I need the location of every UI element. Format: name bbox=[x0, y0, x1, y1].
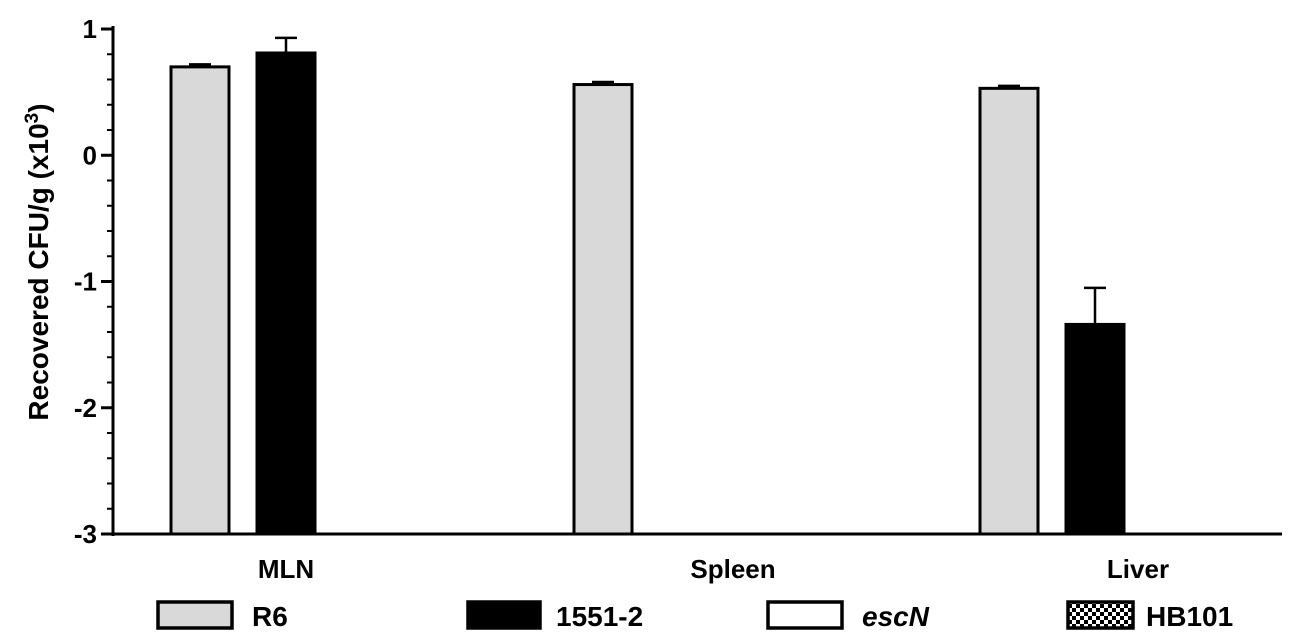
y-tick-label: -1 bbox=[74, 267, 97, 297]
x-tick-label: Spleen bbox=[690, 554, 775, 584]
legend: R6 1551-2 escN HB101 bbox=[156, 600, 1233, 632]
y-tick-label: 0 bbox=[83, 140, 97, 170]
y-axis-label-close: ) bbox=[23, 103, 54, 112]
y-axis-label-exponent: 3 bbox=[22, 113, 43, 124]
legend-swatch-R6 bbox=[156, 600, 234, 630]
y-tick-label: -3 bbox=[74, 519, 97, 549]
legend-label-escN: escN bbox=[862, 601, 930, 632]
bars-layer bbox=[169, 36, 1126, 536]
bar-R6-MLN bbox=[169, 65, 231, 536]
y-axis-label: Recovered CFU/g (x103) bbox=[22, 103, 54, 420]
legend-label-HB101: HB101 bbox=[1146, 601, 1233, 632]
bar-1551-2-Liver bbox=[1064, 322, 1126, 536]
x-tick-label: Liver bbox=[1107, 554, 1169, 584]
bar-R6-Liver bbox=[978, 86, 1040, 536]
bar-1551-2-MLN bbox=[255, 51, 317, 536]
legend-swatch-HB101 bbox=[1066, 600, 1135, 630]
legend-swatch-1551-2 bbox=[466, 600, 542, 630]
y-tick-label: 1 bbox=[83, 14, 97, 44]
x-tick-label: MLN bbox=[258, 554, 314, 584]
legend-label-1551-2: 1551-2 bbox=[556, 601, 643, 632]
y-tick-label: -2 bbox=[74, 393, 97, 423]
y-axis-label-main: Recovered CFU/g (x10 bbox=[23, 123, 54, 420]
legend-swatch-escN bbox=[766, 600, 844, 630]
bar-R6-Spleen bbox=[572, 83, 634, 536]
legend-label-R6: R6 bbox=[252, 601, 288, 632]
